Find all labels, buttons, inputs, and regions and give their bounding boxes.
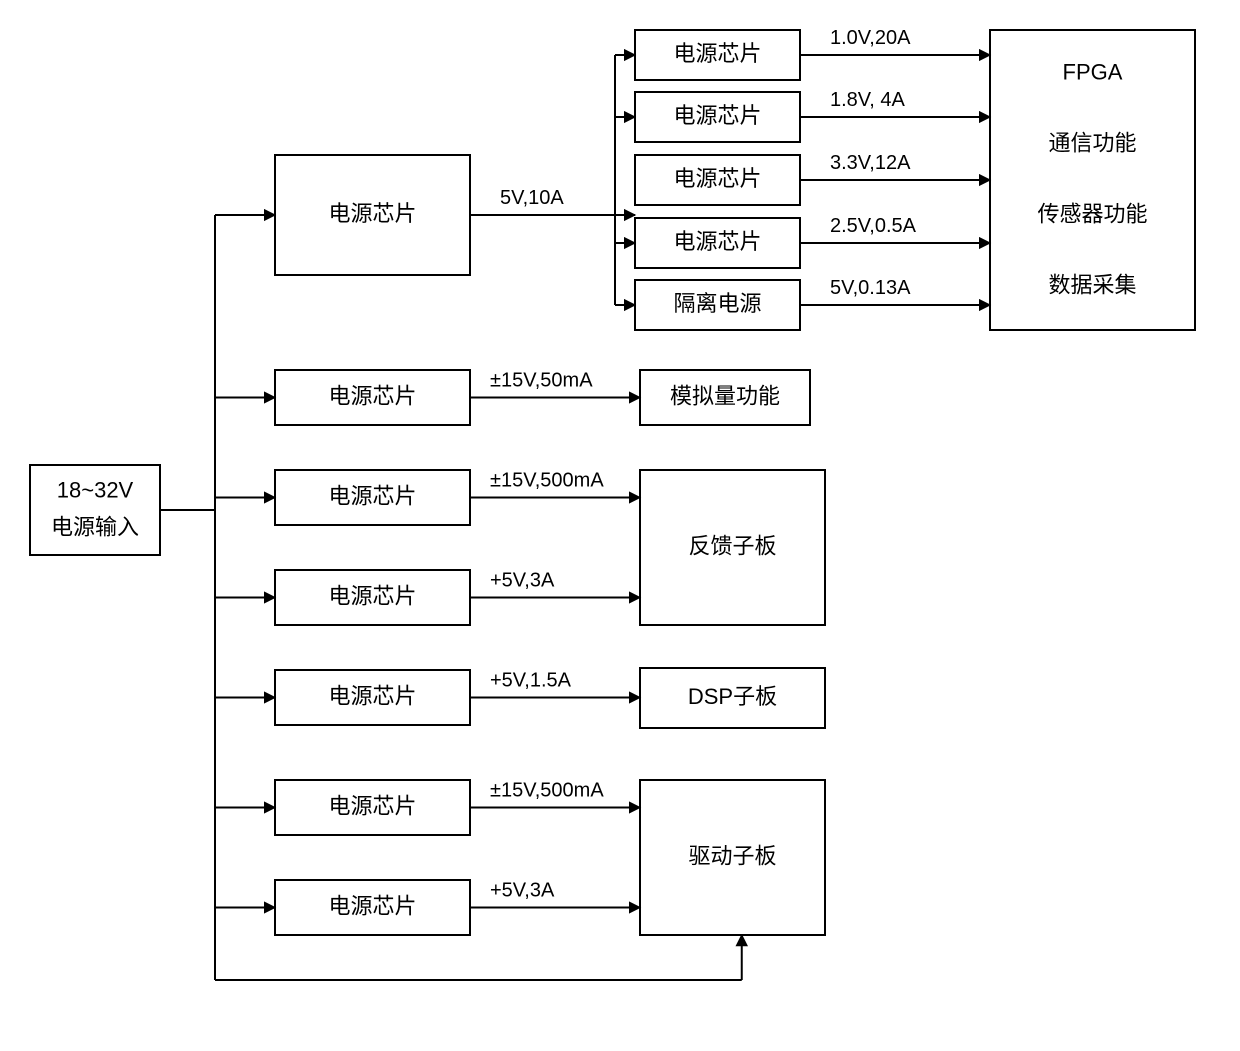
- label-chipB: 电源芯片: [328, 383, 416, 408]
- edge-label-chipC-feedback: ±15V,500mA: [490, 470, 604, 492]
- label-dsp: DSP子板: [688, 684, 777, 709]
- label-chipG: 电源芯片: [328, 893, 416, 918]
- label-fpga-1: 通信功能: [1048, 130, 1136, 155]
- edge-label-chipA3-fpga: 3.3V,12A: [830, 152, 911, 174]
- label-input-0: 18~32V: [57, 477, 134, 502]
- label-chipA4: 电源芯片: [673, 229, 761, 254]
- edge-label-chipA2-fpga: 1.8V, 4A: [830, 89, 906, 111]
- label-fpga-3: 数据采集: [1048, 272, 1136, 297]
- label-chipA3: 电源芯片: [673, 166, 761, 191]
- label-fpga-2: 传感器功能: [1037, 201, 1147, 226]
- edge-label-chipA1-fpga: 1.0V,20A: [830, 27, 911, 49]
- edge-label-chipF-drive: ±15V,500mA: [490, 780, 604, 802]
- label-chipF: 电源芯片: [328, 793, 416, 818]
- edge-label-chipB-analog: ±15V,50mA: [490, 370, 593, 392]
- edge-label-chipD-feedback: +5V,3A: [490, 570, 555, 592]
- label-drive: 驱动子板: [688, 843, 776, 868]
- edge-label-chipG-drive: +5V,3A: [490, 880, 555, 902]
- edge-label-chipA-chipA3: 5V,10A: [500, 187, 564, 209]
- label-chipD: 电源芯片: [328, 583, 416, 608]
- label-chipA5: 隔离电源: [673, 291, 761, 316]
- power-diagram: 18~32V电源输入电源芯片电源芯片电源芯片电源芯片电源芯片隔离电源FPGA通信…: [0, 0, 1240, 1051]
- label-feedback: 反馈子板: [688, 533, 776, 558]
- label-analog: 模拟量功能: [670, 383, 780, 408]
- edge-label-chipA4-fpga: 2.5V,0.5A: [830, 215, 917, 237]
- label-chipA: 电源芯片: [328, 201, 416, 226]
- label-chipA1: 电源芯片: [673, 41, 761, 66]
- label-fpga-0: FPGA: [1063, 59, 1123, 84]
- label-chipA2: 电源芯片: [673, 103, 761, 128]
- edge-label-chipE-dsp: +5V,1.5A: [490, 670, 572, 692]
- label-chipC: 电源芯片: [328, 483, 416, 508]
- edge-label-chipA5-fpga: 5V,0.13A: [830, 277, 911, 299]
- label-input-1: 电源输入: [51, 514, 139, 539]
- label-chipE: 电源芯片: [328, 683, 416, 708]
